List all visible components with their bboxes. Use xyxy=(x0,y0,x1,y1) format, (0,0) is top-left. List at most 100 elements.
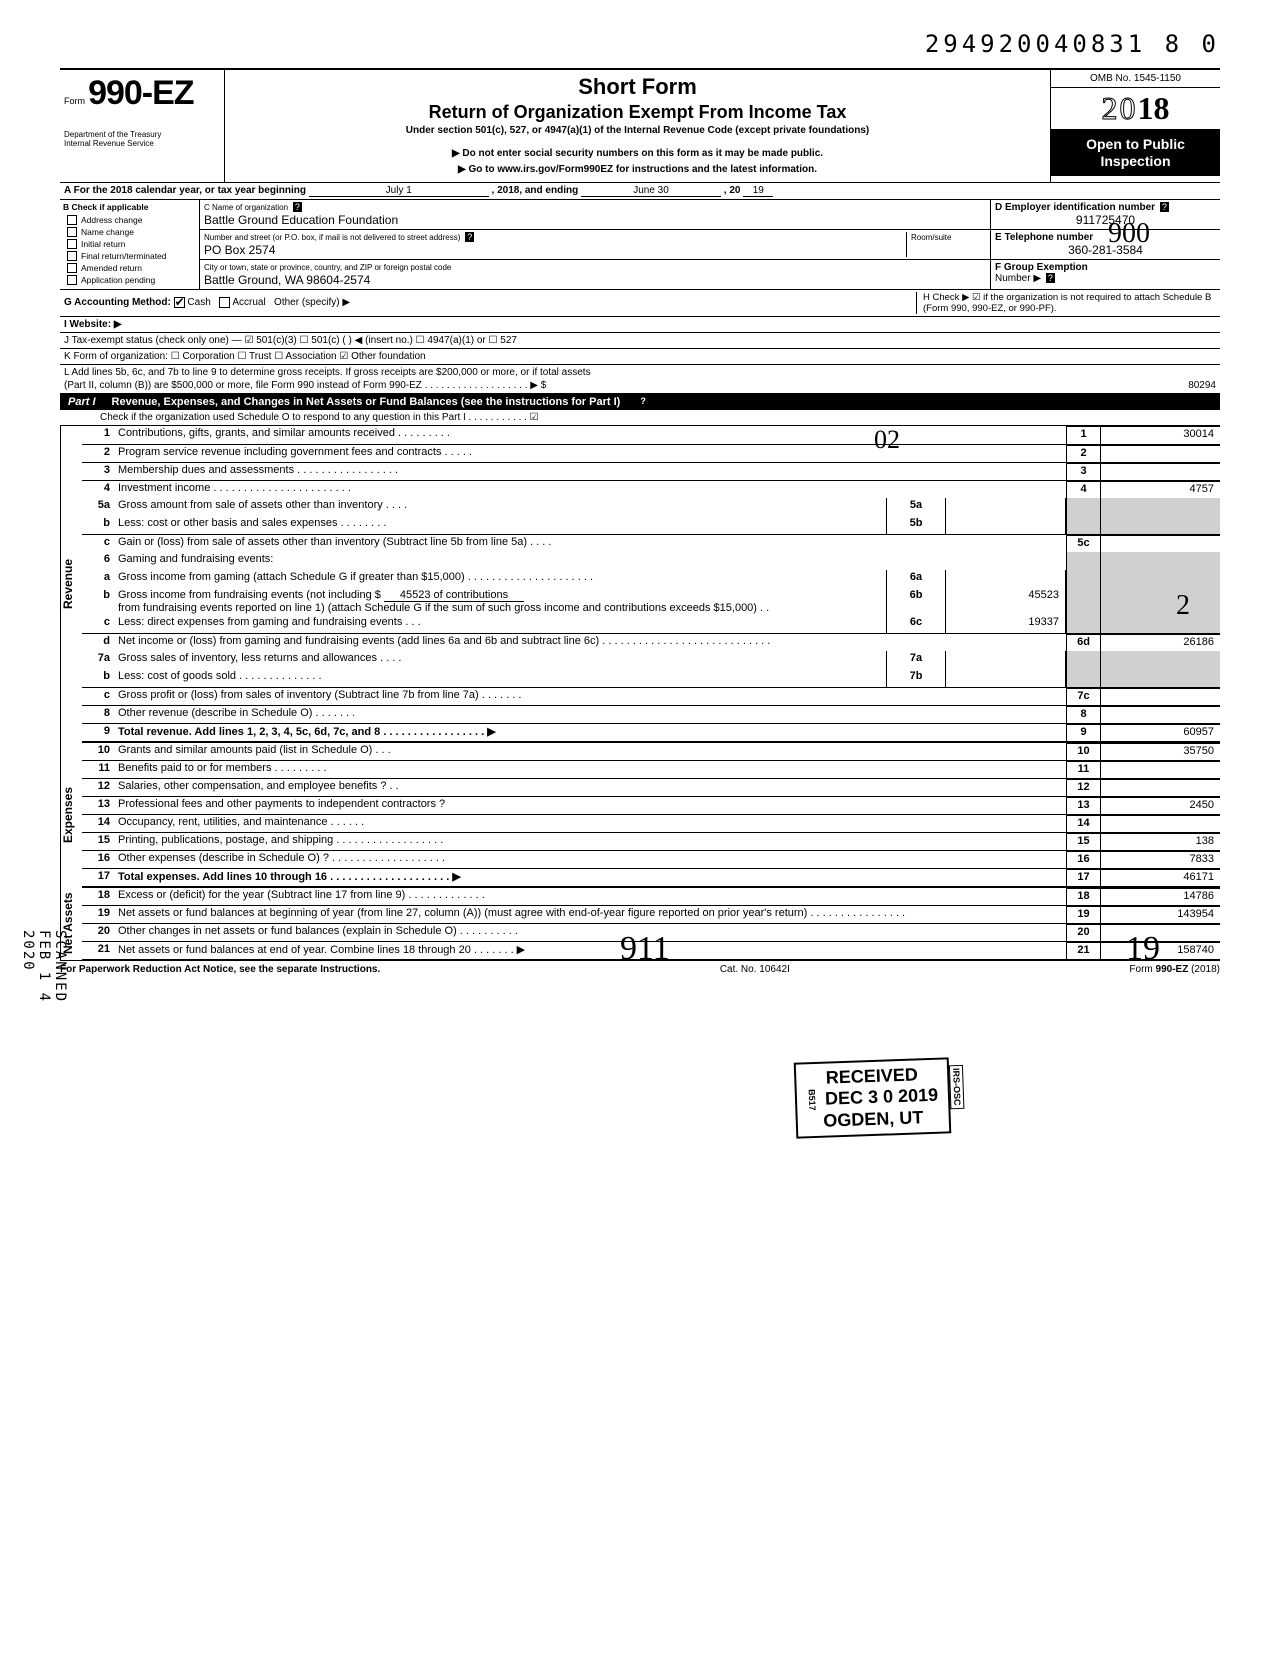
lbl-amended: Amended return xyxy=(81,263,142,273)
part1-sub: Check if the organization used Schedule … xyxy=(60,410,1220,426)
cb-app-pending[interactable] xyxy=(67,275,77,285)
under-section: Under section 501(c), 527, or 4947(a)(1)… xyxy=(233,125,1042,136)
lbl-address-change: Address change xyxy=(81,215,142,225)
cb-accrual[interactable] xyxy=(219,297,230,308)
cb-amended[interactable] xyxy=(67,263,77,273)
instruction-2: ▶ Go to www.irs.gov/Form990EZ for instru… xyxy=(233,162,1042,178)
form-line-a: aGross income from gaming (attach Schedu… xyxy=(82,570,1220,588)
form-line-6: 6Gaming and fundraising events: xyxy=(82,552,1220,570)
handwriting-911: 911 xyxy=(620,930,670,968)
scanned-stamp: SCANNED FEB 1 4 2020 xyxy=(20,930,68,1003)
stamp-side: IRS-OSC xyxy=(949,1065,965,1109)
sec-f-sub: Number ▶ xyxy=(995,273,1041,284)
form-line-11: 11Benefits paid to or for members . . . … xyxy=(82,760,1220,778)
stamp-title: RECEIVED xyxy=(806,1064,938,1090)
form-line-8: 8Other revenue (describe in Schedule O) … xyxy=(82,705,1220,723)
form-line-12: 12Salaries, other compensation, and empl… xyxy=(82,778,1220,796)
lbl-app-pending: Application pending xyxy=(81,275,155,285)
lbl-name-change: Name change xyxy=(81,227,134,237)
cb-name-change[interactable] xyxy=(67,227,77,237)
form-line-5a: 5aGross amount from sale of assets other… xyxy=(82,498,1220,516)
department: Department of the Treasury Internal Reve… xyxy=(64,131,220,149)
cb-cash[interactable] xyxy=(174,297,185,308)
form-line-4: 4Investment income . . . . . . . . . . .… xyxy=(82,480,1220,498)
help-icon[interactable]: ? xyxy=(638,396,648,408)
stamp-location: OGDEN, UT xyxy=(807,1106,939,1132)
help-icon[interactable]: ? xyxy=(1046,273,1055,283)
received-stamp: RECEIVED B517 DEC 3 0 2019 OGDEN, UT IRS… xyxy=(794,1057,952,1138)
lbl-other-method: Other (specify) ▶ xyxy=(274,298,350,309)
form-line-b: bLess: cost or other basis and sales exp… xyxy=(82,516,1220,534)
form-line-13: 13Professional fees and other payments t… xyxy=(82,796,1220,814)
vlabel-revenue: Revenue xyxy=(60,426,82,742)
form-line-19: 19Net assets or fund balances at beginni… xyxy=(82,905,1220,923)
telephone: 360-281-3584 xyxy=(995,243,1216,257)
return-title: Return of Organization Exempt From Incom… xyxy=(233,102,1042,123)
form-line-1: 1Contributions, gifts, grants, and simil… xyxy=(82,426,1220,444)
cb-initial-return[interactable] xyxy=(67,239,77,249)
form-line-b: bLess: cost of goods sold . . . . . . . … xyxy=(82,669,1220,687)
city-state-zip: Battle Ground, WA 98604-2574 xyxy=(204,273,370,287)
gross-receipts: 80294 xyxy=(1096,380,1216,391)
form-line-c: cGross profit or (loss) from sales of in… xyxy=(82,687,1220,705)
stamp-code: B517 xyxy=(807,1089,818,1111)
line-a: A For the 2018 calendar year, or tax yea… xyxy=(60,183,1220,200)
sec-j: J Tax-exempt status (check only one) — ☑… xyxy=(60,333,1220,349)
form-line-16: 16Other expenses (describe in Schedule O… xyxy=(82,850,1220,868)
form-line-15: 15Printing, publications, postage, and s… xyxy=(82,832,1220,850)
period-end: June 30 xyxy=(581,185,721,197)
help-icon[interactable]: ? xyxy=(1160,202,1169,212)
cb-address-change[interactable] xyxy=(67,215,77,225)
lbl-initial-return: Initial return xyxy=(81,239,125,249)
sec-i: I Website: ▶ xyxy=(64,319,910,330)
form-line-2: 2Program service revenue including gover… xyxy=(82,444,1220,462)
form-line-7a: 7aGross sales of inventory, less returns… xyxy=(82,651,1220,669)
period-begin: July 1 xyxy=(309,185,489,197)
instruction-1: ▶ Do not enter social security numbers o… xyxy=(233,146,1042,162)
part-label: Part I xyxy=(68,396,96,408)
help-icon[interactable]: ? xyxy=(293,202,302,212)
form-line-c: cLess: direct expenses from gaming and f… xyxy=(82,615,1220,633)
handwriting-02: 02 xyxy=(874,425,900,455)
form-line-c: cGain or (loss) from sale of assets othe… xyxy=(82,534,1220,552)
period-end-year: 19 xyxy=(743,185,773,197)
sec-c-title: C Name of organization xyxy=(204,203,288,212)
lbl-final-return: Final return/terminated xyxy=(81,251,167,261)
sec-e-title: E Telephone number xyxy=(995,232,1093,243)
ein: 911725470 xyxy=(995,213,1216,227)
sec-d-title: D Employer identification number xyxy=(995,202,1155,213)
addr-label: Number and street (or P.O. box, if mail … xyxy=(204,233,460,242)
footer-left: For Paperwork Reduction Act Notice, see … xyxy=(60,964,380,975)
lbl-accrual: Accrual xyxy=(232,298,265,309)
form-line-10: 10Grants and similar amounts paid (list … xyxy=(82,742,1220,760)
short-form-title: Short Form xyxy=(233,74,1042,100)
form-header: Form 990-EZ Department of the Treasury I… xyxy=(60,68,1220,183)
sec-f-title: F Group Exemption xyxy=(995,262,1088,273)
omb-number: OMB No. 1545-1150 xyxy=(1051,70,1220,88)
room-label: Room/suite xyxy=(911,233,951,242)
org-name: Battle Ground Education Foundation xyxy=(204,213,398,227)
handwriting-19: 19 xyxy=(1126,930,1160,968)
open-to-public: Open to Public Inspection xyxy=(1051,130,1220,176)
sec-g-label: G Accounting Method: xyxy=(64,298,171,309)
form-line-18: 18Excess or (deficit) for the year (Subt… xyxy=(82,887,1220,905)
sec-h: H Check ▶ ☑ if the organization is not r… xyxy=(916,292,1216,314)
part-title: Revenue, Expenses, and Changes in Net As… xyxy=(112,396,621,408)
sec-k: K Form of organization: ☐ Corporation ☐ … xyxy=(60,349,1220,365)
form-line-9: 9Total revenue. Add lines 1, 2, 3, 4, 5c… xyxy=(82,723,1220,741)
line-a-mid: , 2018, and ending xyxy=(492,185,579,196)
form-line-d: dNet income or (loss) from gaming and fu… xyxy=(82,633,1220,651)
stamp-date: DEC 3 0 2019 xyxy=(825,1085,939,1110)
form-prefix: Form xyxy=(64,96,85,106)
sec-l1: L Add lines 5b, 6c, and 7b to line 9 to … xyxy=(60,365,1220,380)
city-label: City or town, state or province, country… xyxy=(204,263,451,272)
sec-l2: (Part II, column (B)) are $500,000 or mo… xyxy=(64,380,1096,391)
help-icon[interactable]: ? xyxy=(465,232,474,242)
handwriting-2: 2 xyxy=(1176,590,1190,622)
handwriting-900: 900 xyxy=(1108,218,1150,250)
form-number: 990-EZ xyxy=(88,74,194,112)
line-a-yr-suffix: , 20 xyxy=(724,185,741,196)
sec-b-title: B Check if applicable xyxy=(60,200,199,214)
cb-final-return[interactable] xyxy=(67,251,77,261)
vlabel-expenses: Expenses xyxy=(60,742,82,887)
